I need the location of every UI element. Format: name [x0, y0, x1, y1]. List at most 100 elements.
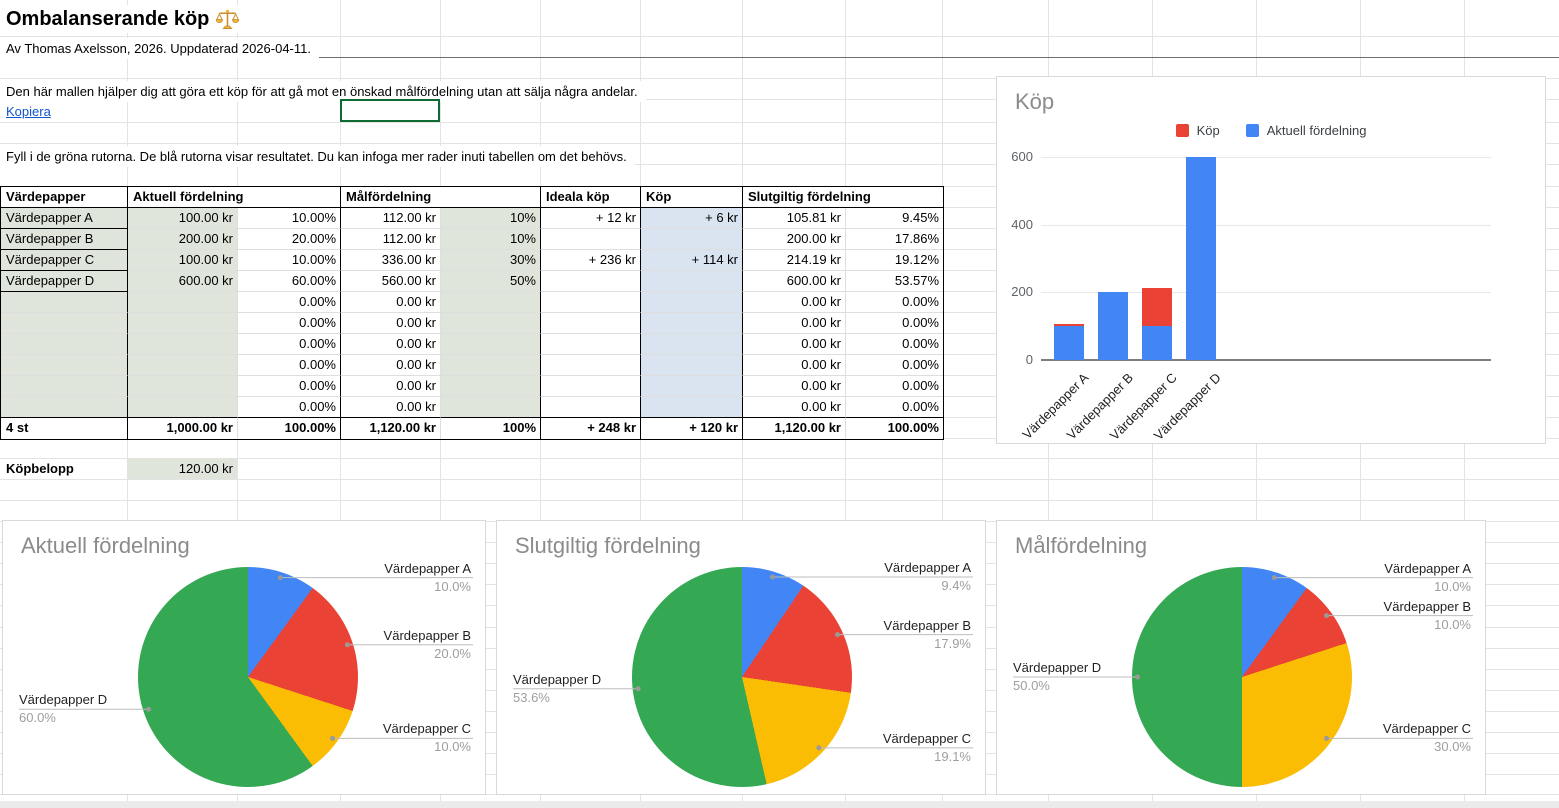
table-cell[interactable] [128, 313, 238, 334]
table-cell[interactable]: 0.00 kr [743, 397, 846, 418]
table-cell[interactable] [1, 397, 128, 418]
table-cell[interactable] [541, 397, 641, 418]
table-cell[interactable]: Värdepapper C [1, 250, 128, 271]
table-cell[interactable] [1, 313, 128, 334]
table-cell[interactable]: 9.45% [846, 208, 943, 229]
legend-item[interactable]: Köp [1175, 123, 1220, 138]
copy-link[interactable]: Kopiera [6, 103, 59, 121]
table-cell[interactable] [641, 292, 743, 313]
table-cell[interactable]: 30% [441, 250, 541, 271]
table-cell[interactable]: 50% [441, 271, 541, 292]
header-cell[interactable]: Slutgiltig fördelning [743, 187, 943, 208]
bar-segment[interactable] [1142, 287, 1172, 327]
table-cell[interactable]: 0.00% [238, 334, 341, 355]
table-cell[interactable] [541, 334, 641, 355]
table-cell[interactable] [441, 334, 541, 355]
table-cell[interactable] [441, 355, 541, 376]
table-cell[interactable]: 200.00 kr [128, 229, 238, 250]
table-cell[interactable]: 17.86% [846, 229, 943, 250]
table-cell[interactable] [1, 334, 128, 355]
table-cell[interactable]: 20.00% [238, 229, 341, 250]
table-cell[interactable]: 100.00 kr [128, 250, 238, 271]
table-cell[interactable]: 600.00 kr [128, 271, 238, 292]
table-cell[interactable]: 60.00% [238, 271, 341, 292]
table-cell[interactable]: + 6 kr [641, 208, 743, 229]
table-cell[interactable]: 0.00 kr [341, 334, 441, 355]
table-cell[interactable]: 0.00% [238, 355, 341, 376]
table-cell[interactable] [541, 292, 641, 313]
table-cell[interactable]: 0.00% [238, 397, 341, 418]
table-cell[interactable]: 112.00 kr [341, 229, 441, 250]
table-cell[interactable]: 112.00 kr [341, 208, 441, 229]
table-total-cell[interactable]: 100% [441, 418, 541, 439]
header-cell[interactable]: Köp [641, 187, 743, 208]
table-cell[interactable]: + 114 kr [641, 250, 743, 271]
table-cell[interactable] [641, 355, 743, 376]
table-cell[interactable]: 0.00 kr [341, 355, 441, 376]
table-cell[interactable]: 0.00% [846, 397, 943, 418]
table-cell[interactable]: 10.00% [238, 208, 341, 229]
pie[interactable] [632, 567, 852, 787]
table-cell[interactable]: 560.00 kr [341, 271, 441, 292]
pie-chart-slutgiltig-fordelning[interactable]: Slutgiltig fördelning Värdepapper A 9.4% Vä… [496, 520, 986, 795]
table-cell[interactable]: 0.00 kr [743, 313, 846, 334]
table-cell[interactable]: 0.00% [238, 313, 341, 334]
table-cell[interactable]: 0.00% [238, 376, 341, 397]
table-total-cell[interactable]: + 248 kr [541, 418, 641, 439]
table-cell[interactable]: Värdepapper D [1, 271, 128, 292]
table-total-cell[interactable]: 100.00% [238, 418, 341, 439]
table-cell[interactable] [541, 271, 641, 292]
pie-chart-aktuell-fordelning[interactable]: Aktuell fördelning Värdepapper A 10.0% Värd… [2, 520, 486, 795]
table-cell[interactable]: 0.00 kr [341, 292, 441, 313]
table-cell[interactable]: 0.00 kr [743, 334, 846, 355]
table-cell[interactable] [441, 397, 541, 418]
purchase-amount-label[interactable]: Köpbelopp [6, 461, 74, 476]
table-cell[interactable] [128, 397, 238, 418]
table-cell[interactable]: 19.12% [846, 250, 943, 271]
table-cell[interactable]: 0.00 kr [743, 355, 846, 376]
table-cell[interactable]: 336.00 kr [341, 250, 441, 271]
table-cell[interactable]: 105.81 kr [743, 208, 846, 229]
table-total-cell[interactable]: 100.00% [887, 420, 939, 435]
table-cell[interactable]: 10% [441, 229, 541, 250]
table-cell[interactable] [641, 313, 743, 334]
header-cell[interactable]: Värdepapper [1, 187, 128, 208]
table-cell[interactable]: 0.00 kr [743, 376, 846, 397]
table-cell[interactable] [641, 397, 743, 418]
bar-segment[interactable] [1054, 324, 1084, 327]
table-cell[interactable] [1, 355, 128, 376]
purchase-amount-cell[interactable]: 120.00 kr [127, 458, 237, 479]
table-cell[interactable] [128, 292, 238, 313]
table-cell[interactable] [441, 376, 541, 397]
table-cell[interactable]: Värdepapper B [1, 229, 128, 250]
table-cell[interactable] [1, 376, 128, 397]
table-cell[interactable]: + 236 kr [541, 250, 641, 271]
table-cell[interactable]: 0.00 kr [341, 313, 441, 334]
table-cell[interactable] [441, 313, 541, 334]
table-cell[interactable] [641, 376, 743, 397]
pie[interactable] [1132, 567, 1352, 787]
table-cell[interactable]: 214.19 kr [743, 250, 846, 271]
table-cell[interactable]: 0.00 kr [743, 292, 846, 313]
selected-cell[interactable] [340, 99, 440, 122]
legend-item[interactable]: Aktuell fördelning [1245, 123, 1366, 138]
table-cell[interactable] [1, 292, 128, 313]
header-cell[interactable]: Aktuell fördelning [128, 187, 341, 208]
table-cell[interactable] [641, 271, 743, 292]
table-cell[interactable]: 0.00 kr [341, 376, 441, 397]
table-cell[interactable]: 0.00% [846, 292, 943, 313]
table-cell[interactable]: + 12 kr [541, 208, 641, 229]
sheet-description[interactable]: Den här mallen hjälper dig att göra ett … [0, 81, 646, 102]
table-cell[interactable]: 10% [441, 208, 541, 229]
table-cell[interactable]: 0.00% [846, 313, 943, 334]
bar-chart-koep[interactable]: Köp Köp Aktuell fördelning 0 200 400 600 Värdep… [996, 76, 1546, 444]
table-cell[interactable]: 0.00% [238, 292, 341, 313]
table-cell[interactable]: 0.00% [846, 355, 943, 376]
header-cell[interactable]: Målfördelning [341, 187, 541, 208]
table-total-cell[interactable]: + 120 kr [641, 418, 743, 439]
table-total-cell[interactable]: 1,000.00 kr [128, 418, 238, 439]
table-cell[interactable]: 600.00 kr [743, 271, 846, 292]
table-cell[interactable]: Värdepapper A [1, 208, 128, 229]
header-cell[interactable]: Ideala köp [541, 187, 641, 208]
table-cell[interactable] [641, 334, 743, 355]
